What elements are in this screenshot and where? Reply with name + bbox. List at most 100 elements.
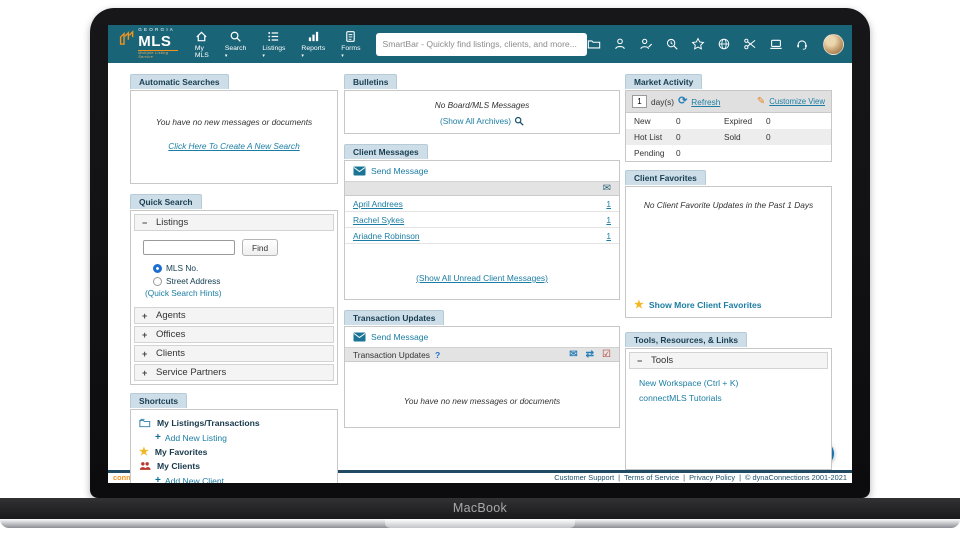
user-avatar[interactable]: [823, 33, 844, 55]
folder-icon[interactable]: [587, 37, 601, 51]
nav-my-mls[interactable]: My MLS: [188, 27, 216, 62]
accordion-label: Clients: [156, 348, 186, 359]
stat-label: Expired: [724, 116, 753, 126]
footer-separator: |: [739, 473, 741, 483]
radio-mls-no[interactable]: MLS No.: [153, 263, 325, 273]
accordion-agents[interactable]: + Agents: [134, 307, 334, 324]
quick-search-hints-link[interactable]: (Quick Search Hints): [145, 288, 222, 298]
transaction-updates-header: Transaction Updates ? ✉ ⇄ ☑: [345, 347, 619, 362]
find-button[interactable]: Find: [242, 239, 279, 256]
contact-icon[interactable]: [613, 37, 627, 51]
logo-name-text: MLS: [138, 33, 172, 50]
create-new-search-link[interactable]: Click Here To Create A New Search: [168, 141, 300, 151]
message-row: April Andrees 1: [345, 196, 619, 212]
show-all-unread-link[interactable]: (Show All Unread Client Messages): [416, 273, 548, 283]
refresh-link[interactable]: Refresh: [691, 96, 721, 107]
stat-value: 0: [766, 132, 771, 142]
accordion-offices[interactable]: + Offices: [134, 326, 334, 343]
add-new-client-link[interactable]: + Add New Client: [155, 475, 329, 483]
client-name-link[interactable]: Rachel Sykes: [353, 214, 405, 225]
accordion-listings[interactable]: − Listings: [134, 214, 334, 231]
shortcut-my-listings[interactable]: My Listings/Transactions: [139, 418, 329, 428]
nav-forms[interactable]: Forms ▾: [334, 27, 367, 62]
bar-chart-icon: [308, 31, 318, 41]
middle-column: Bulletins No Board/MLS Messages (Show Al…: [344, 72, 620, 428]
smartbar: [375, 32, 587, 56]
left-column: Automatic Searches You have no new messa…: [130, 72, 338, 483]
transfer-arrows-icon[interactable]: ⇄: [585, 349, 595, 360]
search-history-icon[interactable]: [665, 37, 679, 51]
checked-box-icon[interactable]: ☑: [602, 349, 611, 360]
privacy-policy-link[interactable]: Privacy Policy: [689, 473, 736, 483]
favorites-star-icon[interactable]: [691, 37, 705, 51]
panel-title-tools: Tools, Resources, & Links: [625, 332, 748, 347]
radio-street-address[interactable]: Street Address: [153, 276, 325, 286]
days-label: day(s): [651, 96, 675, 107]
gamls-logo[interactable]: GEORGIA MLS Multiple Listing Service: [118, 28, 178, 59]
nav-reports[interactable]: Reports ▾: [294, 27, 332, 62]
help-icon[interactable]: ?: [434, 349, 441, 360]
header-label: Transaction Updates: [353, 349, 430, 360]
add-link-label: Add New Client: [164, 475, 225, 484]
client-name-link[interactable]: April Andrees: [353, 198, 403, 209]
accordion-label: Service Partners: [156, 367, 227, 378]
new-workspace-link[interactable]: New Workspace (Ctrl + K): [639, 378, 739, 388]
tools-resources-panel: Tools, Resources, & Links − Tools New Wo…: [625, 330, 832, 470]
shortcuts-panel: Shortcuts My Listings/Transactions + Add…: [130, 391, 338, 483]
add-new-listing-link[interactable]: + Add New Listing: [155, 432, 329, 443]
nav-listings[interactable]: Listings ▾: [255, 27, 292, 62]
panel-title-automatic-searches: Automatic Searches: [130, 74, 229, 89]
globe-icon[interactable]: [717, 37, 731, 51]
accordion-label: Tools: [651, 355, 674, 366]
tutorials-link[interactable]: connectMLS Tutorials: [639, 393, 722, 403]
radio-selected-icon: [153, 263, 162, 273]
radio-label: MLS No.: [166, 263, 199, 273]
nav-search[interactable]: Search ▾: [218, 27, 254, 62]
terms-of-service-link[interactable]: Terms of Service: [624, 473, 680, 483]
accordion-service-partners[interactable]: + Service Partners: [134, 364, 334, 381]
search-icon[interactable]: [514, 116, 524, 126]
show-more-label: Show More Client Favorites: [648, 300, 762, 310]
support-headset-icon[interactable]: [795, 37, 809, 51]
client-name-link[interactable]: Ariadne Robinson: [353, 230, 420, 241]
gamls-logo-icon: [119, 30, 134, 46]
shortcut-label: My Favorites: [154, 447, 208, 457]
show-all-archives-link[interactable]: (Show All Archives): [439, 116, 511, 126]
quick-search-panel: Quick Search − Listings Find: [130, 192, 338, 385]
stat-label: Pending: [634, 148, 665, 158]
devices-icon[interactable]: [769, 37, 783, 51]
send-message-link[interactable]: Send Message: [371, 332, 429, 342]
unread-count-link[interactable]: 1: [606, 230, 611, 241]
days-input[interactable]: [632, 95, 647, 108]
customer-support-link[interactable]: Customer Support: [554, 473, 615, 483]
empty-message: No Client Favorite Updates in the Past 1…: [643, 200, 814, 210]
nav-label: My MLS: [194, 44, 209, 59]
transaction-updates-panel: Transaction Updates Send Message Transac…: [344, 308, 620, 428]
collapse-icon: −: [637, 355, 643, 366]
unread-count-link[interactable]: 1: [606, 214, 611, 225]
envelope-icon: [353, 332, 366, 342]
stat-label: Hot List: [634, 132, 663, 142]
pencil-icon[interactable]: ✎: [756, 96, 766, 107]
footer-divider-bar: [108, 470, 852, 473]
quick-search-input[interactable]: [143, 240, 235, 255]
bulletins-panel: Bulletins No Board/MLS Messages (Show Al…: [344, 72, 620, 134]
footer-separator: |: [683, 473, 686, 483]
agent-edit-icon[interactable]: [639, 37, 653, 51]
star-icon: ★: [139, 445, 149, 458]
unread-count-link[interactable]: 1: [606, 198, 611, 209]
tools-scissors-icon[interactable]: [743, 37, 757, 51]
smartbar-input[interactable]: [382, 39, 580, 49]
refresh-icon[interactable]: ⟳: [678, 95, 688, 107]
customize-view-link[interactable]: Customize View: [769, 97, 825, 106]
accordion-clients[interactable]: + Clients: [134, 345, 334, 362]
shortcut-my-favorites[interactable]: ★ My Favorites: [139, 445, 329, 458]
accordion-tools[interactable]: − Tools: [629, 352, 828, 369]
envelope-filter-icon[interactable]: ✉: [569, 349, 578, 360]
shortcut-my-clients[interactable]: My Clients: [139, 461, 329, 471]
panel-title-client-favorites: Client Favorites: [625, 170, 706, 185]
shortcut-label: My Clients: [157, 461, 200, 471]
send-message-link[interactable]: Send Message: [371, 166, 429, 176]
show-more-client-favorites-link[interactable]: ★ Show More Client Favorites: [634, 299, 762, 310]
